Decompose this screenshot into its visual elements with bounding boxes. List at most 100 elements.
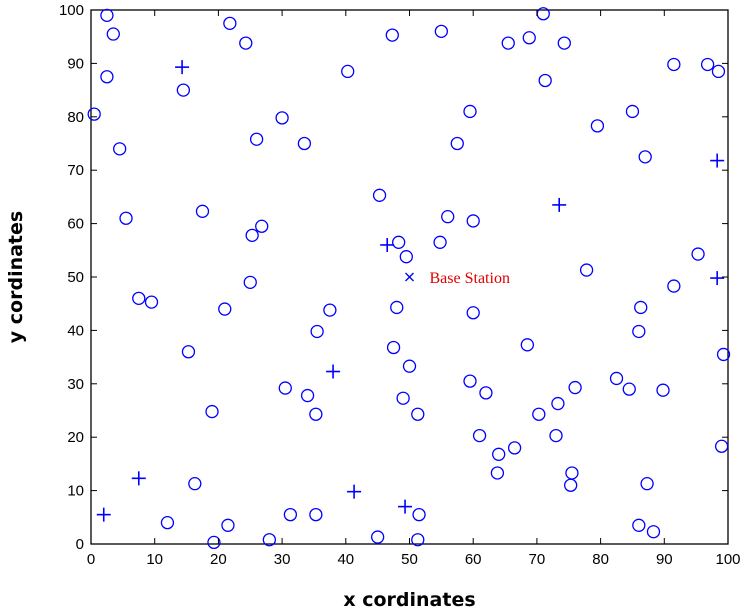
node-point — [100, 70, 114, 84]
node-point — [262, 533, 277, 547]
x-tick-label: 50 — [401, 551, 418, 568]
node-point — [466, 214, 480, 228]
node-point — [551, 396, 565, 411]
node-point — [716, 347, 731, 362]
node-point — [300, 388, 315, 403]
x-axis-label: x cordinates — [343, 589, 475, 611]
node-point — [243, 275, 257, 289]
node-point — [590, 119, 605, 133]
node-point — [392, 235, 406, 249]
node-point — [466, 306, 480, 320]
node-point — [656, 383, 670, 397]
node-point — [223, 16, 237, 31]
node-point — [119, 211, 133, 225]
cluster-head-point — [398, 499, 413, 514]
node-point — [309, 507, 323, 522]
node-point — [501, 36, 515, 50]
node-point — [667, 279, 681, 293]
cluster-head-point — [175, 60, 190, 75]
node-point — [463, 104, 477, 119]
node-point — [622, 382, 636, 396]
y-tick-label: 80 — [67, 109, 84, 126]
node-point — [205, 404, 219, 419]
node-point — [385, 28, 399, 42]
node-point — [275, 111, 289, 125]
node-point — [396, 391, 410, 405]
node-point — [412, 507, 426, 522]
node-point — [245, 228, 259, 242]
node-point — [144, 295, 159, 309]
node-point — [532, 407, 546, 421]
markers — [87, 7, 731, 550]
node-point — [441, 210, 455, 224]
cluster-head-point — [347, 484, 362, 499]
node-point — [632, 324, 646, 339]
cluster-head-point — [96, 507, 111, 522]
node-point — [411, 533, 425, 547]
node-point — [323, 303, 337, 317]
y-tick-label: 100 — [59, 2, 84, 19]
node-point — [714, 439, 729, 453]
node-point — [632, 518, 646, 532]
node-point — [195, 204, 210, 218]
y-tick-label: 90 — [67, 55, 84, 72]
y-tick-label: 50 — [67, 269, 84, 286]
y-tick-label: 60 — [67, 216, 84, 233]
node-point — [399, 250, 413, 264]
node-point — [711, 64, 726, 79]
node-point — [390, 300, 404, 315]
cluster-head-point — [552, 197, 567, 212]
y-tick-label: 20 — [67, 429, 84, 446]
node-point — [549, 428, 563, 443]
node-point — [492, 447, 506, 461]
node-point — [490, 466, 505, 480]
node-point — [221, 518, 235, 532]
node-point — [372, 188, 387, 202]
node-point — [188, 477, 202, 491]
node-point — [472, 428, 487, 443]
cluster-head-point — [710, 153, 725, 168]
node-point — [310, 324, 324, 339]
cluster-head-point — [326, 364, 341, 379]
node-point — [113, 142, 127, 156]
node-point — [106, 27, 120, 41]
node-point — [579, 263, 594, 277]
node-point — [411, 407, 425, 421]
node-point — [297, 136, 312, 151]
node-point — [450, 136, 464, 151]
x-tick-label: 0 — [87, 551, 95, 568]
node-point — [239, 36, 253, 50]
node-point — [507, 441, 522, 455]
node-point — [568, 380, 582, 395]
node-point — [634, 300, 648, 315]
node-point — [181, 345, 196, 359]
cluster-head-point — [380, 237, 395, 252]
node-point — [625, 104, 640, 119]
node-point — [557, 36, 571, 50]
cluster-head-point — [710, 271, 725, 286]
y-tick-label: 40 — [67, 322, 84, 339]
node-point — [218, 302, 232, 316]
node-point — [667, 57, 681, 72]
node-point — [700, 57, 715, 72]
node-point — [522, 31, 536, 45]
x-tick-label: 10 — [146, 551, 163, 568]
node-point — [309, 407, 323, 421]
node-point — [691, 247, 705, 261]
x-ticks: 0 10 20 30 40 50 60 70 80 90 100 — [87, 10, 741, 568]
x-tick-label: 80 — [592, 551, 609, 568]
node-point — [176, 83, 191, 97]
y-tick-label: 10 — [67, 483, 84, 500]
annotations: Base Station — [430, 270, 510, 287]
node-point — [538, 73, 552, 88]
node-point — [638, 150, 652, 164]
y-tick-label: 30 — [67, 376, 84, 393]
node-point — [87, 107, 101, 121]
node-point — [370, 530, 385, 544]
cluster-head-point — [131, 471, 146, 486]
node-point — [520, 338, 534, 352]
x-tick-label: 40 — [337, 551, 354, 568]
node-point — [463, 374, 477, 388]
node-point — [283, 507, 298, 522]
